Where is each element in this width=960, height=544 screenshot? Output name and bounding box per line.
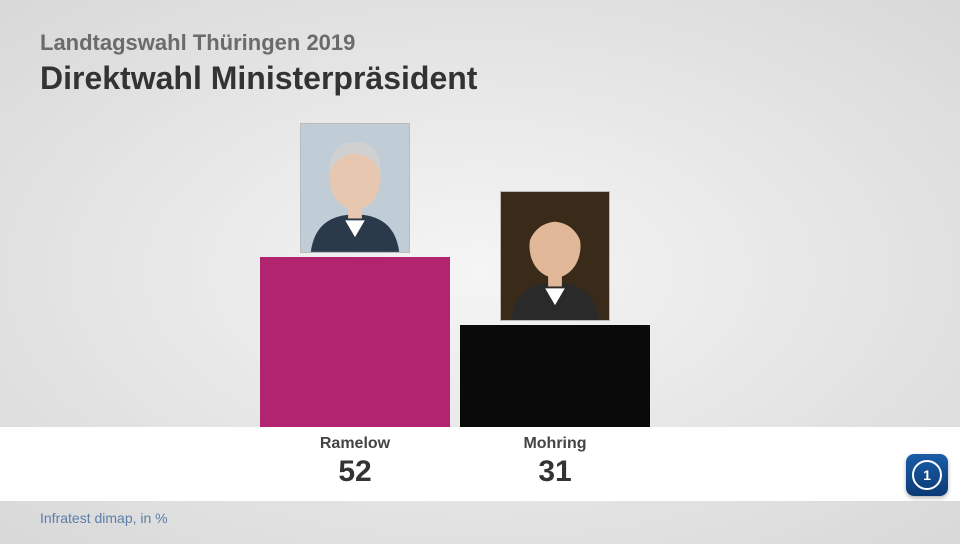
candidate-name: Ramelow [260,435,450,453]
person-icon [501,192,609,320]
chart-area [0,97,960,427]
footer-source: Infratest dimap, in % [40,510,168,526]
logo-text: 1 [912,460,942,490]
bar-mohring [460,325,650,427]
person-icon [301,124,409,252]
labels-row: Ramelow 52 Mohring 31 [0,427,960,501]
candidate-name: Mohring [460,435,650,453]
candidate-value: 31 [460,455,650,489]
label-block-ramelow: Ramelow 52 [260,435,450,489]
candidate-value: 52 [260,455,450,489]
pretitle: Landtagswahl Thüringen 2019 [40,30,920,56]
candidate-mohring [460,191,650,427]
title: Direktwahl Ministerpräsident [40,60,920,97]
label-block-mohring: Mohring 31 [460,435,650,489]
chart-header: Landtagswahl Thüringen 2019 Direktwahl M… [0,0,960,97]
portrait-ramelow [300,123,410,253]
broadcaster-logo: 1 [906,454,948,496]
bar-ramelow [260,257,450,427]
portrait-mohring [500,191,610,321]
candidate-ramelow [260,123,450,427]
